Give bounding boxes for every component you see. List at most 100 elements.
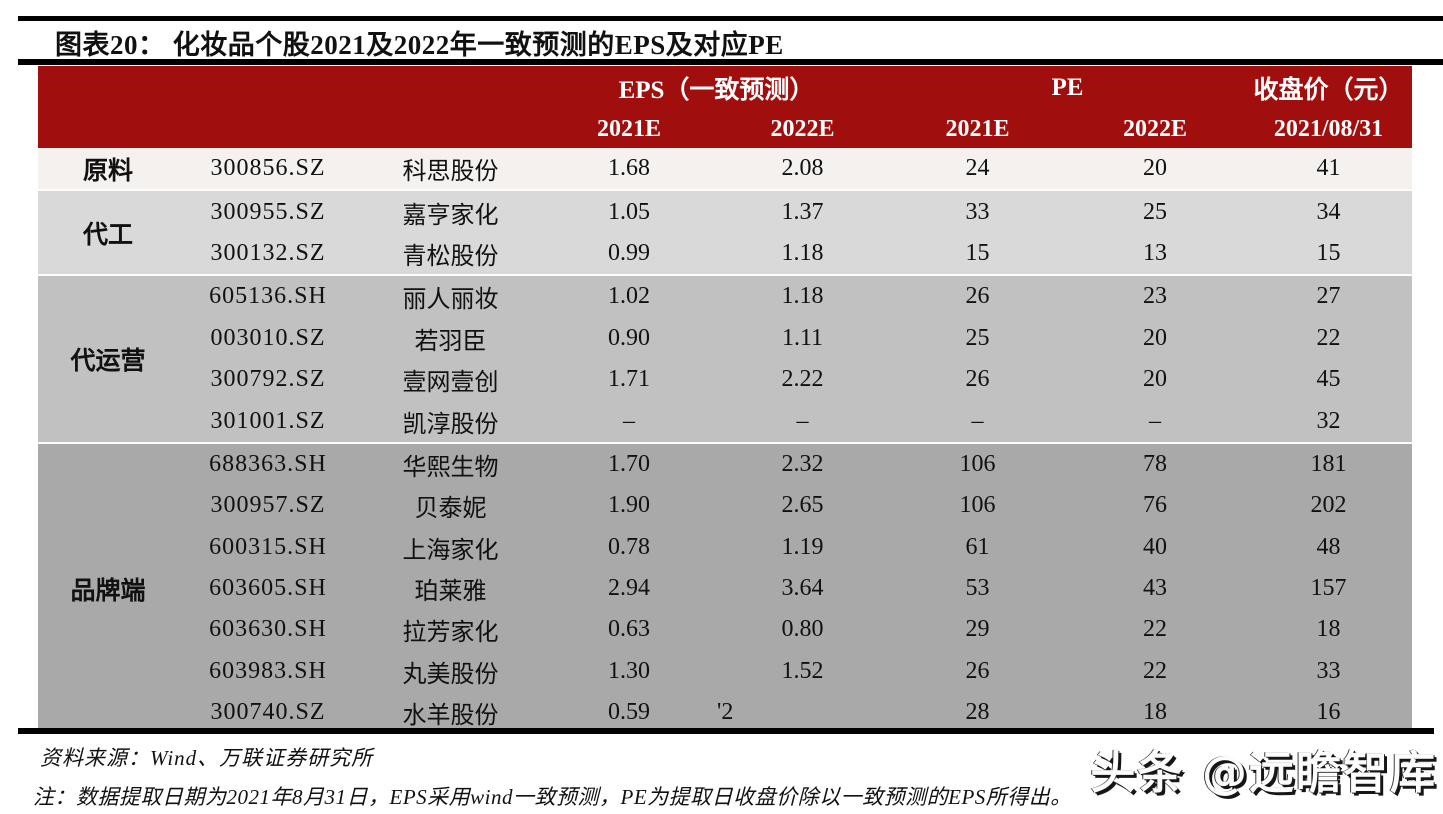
cell-pe-2021e: 26 <box>965 366 990 393</box>
header-group-row: EPS（一致预测） PE 收盘价（元） <box>38 66 1412 110</box>
table-row: 600315.SH 上海家化 0.78 1.19 61 40 48 <box>178 527 1412 568</box>
cell-pe-2021e: 33 <box>965 198 990 225</box>
cell-pe-2022e: – <box>1149 407 1161 434</box>
cell-pe-2022e: 20 <box>1143 324 1167 351</box>
top-rule <box>18 16 1443 21</box>
cell-name: 贝泰妮 <box>414 496 487 523</box>
table-row: 300792.SZ 壹网壹创 1.71 2.22 26 20 45 <box>178 359 1412 400</box>
cell-pe-2022e: 76 <box>1143 492 1167 519</box>
cell-eps-2021e: 1.02 <box>608 283 650 310</box>
cell-pe-2022e: 20 <box>1143 366 1167 393</box>
cell-name: 丽人丽妆 <box>402 287 499 314</box>
figure-title: 图表20： 化妆品个股2021及2022年一致预测的EPS及对应PE <box>55 30 784 60</box>
cell-eps-2022e: – <box>796 407 809 434</box>
cell-close-price: 15 <box>1316 239 1341 266</box>
cell-code: 300856.SZ <box>210 155 326 182</box>
cell-name: 上海家化 <box>402 537 499 564</box>
cell-close-price: 18 <box>1316 616 1341 643</box>
cell-pe-2022e: 43 <box>1143 575 1167 602</box>
cell-eps-2021e: 1.71 <box>608 366 650 393</box>
title-underline-rule <box>18 59 1443 65</box>
cell-code: 603605.SH <box>209 575 327 602</box>
cell-code: 600315.SH <box>209 533 327 560</box>
cell-close-price: 157 <box>1310 575 1347 602</box>
cell-code: 300792.SZ <box>210 366 326 393</box>
header-eps-2022e: 2022E <box>770 115 835 142</box>
source-note: 资料来源：Wind、万联证券研究所 <box>40 746 374 770</box>
header-sub-row: 2021E 2022E 2021E 2022E 2021/08/31 <box>38 110 1412 148</box>
cell-close-price: 33 <box>1316 657 1341 684</box>
cell-pe-2021e: 26 <box>965 657 990 684</box>
cell-close-price: 16 <box>1316 699 1341 726</box>
table-row: 300957.SZ 贝泰妮 1.90 2.65 106 76 202 <box>178 485 1412 526</box>
table-row: 300856.SZ 科思股份 1.68 2.08 24 20 41 <box>178 148 1412 189</box>
cell-eps-2021e: 1.68 <box>608 155 650 182</box>
cell-name: 拉芳家化 <box>402 620 499 647</box>
cell-code: 301001.SZ <box>210 407 326 434</box>
cell-eps-2021e: – <box>623 407 635 434</box>
cell-pe-2022e: 22 <box>1143 616 1167 643</box>
cell-close-price: 181 <box>1310 450 1347 477</box>
cell-close-price: 202 <box>1310 492 1347 519</box>
cell-close-price: 45 <box>1316 366 1341 393</box>
cell-pe-2022e: 40 <box>1143 533 1167 560</box>
header-pe-group: PE <box>1051 74 1084 101</box>
cell-name: 珀莱雅 <box>414 579 487 606</box>
cell-name: 嘉亨家化 <box>402 202 499 229</box>
cell-close-price: 32 <box>1316 407 1341 434</box>
cell-eps-2021e: 0.90 <box>608 324 650 351</box>
cell-eps-2021e: 1.30 <box>608 657 650 684</box>
cell-code: 300957.SZ <box>210 492 326 519</box>
cell-pe-2022e: 22 <box>1143 657 1167 684</box>
forecast-table: EPS（一致预测） PE 收盘价（元） 2021E 2022E 2021E 20… <box>38 66 1412 734</box>
cell-close-price: 27 <box>1316 283 1341 310</box>
table-row: 003010.SZ 若羽臣 0.90 1.11 25 20 22 <box>178 318 1412 359</box>
header-close-group: 收盘价（元） <box>1253 77 1404 104</box>
row-group-2: 代运营 605136.SH 丽人丽妆 1.02 1.18 26 23 27 003010.SZ 若… <box>38 274 1412 442</box>
header-pe-2022e: 2022E <box>1122 115 1187 142</box>
cell-code: 300132.SZ <box>210 239 326 266</box>
cell-eps-2021e: 1.70 <box>608 450 650 477</box>
cell-pe-2022e: 25 <box>1143 198 1167 225</box>
cell-name: 水羊股份 <box>402 703 499 730</box>
cell-eps-2021e: 0.78 <box>608 533 650 560</box>
group-label: 原料 <box>82 157 133 185</box>
cell-eps-2022e: 1.19 <box>781 533 824 560</box>
cell-name: 科思股份 <box>402 159 499 186</box>
cell-pe-2021e: 24 <box>965 155 990 182</box>
cell-code: 300740.SZ <box>210 699 326 726</box>
cell-close-price: 22 <box>1316 324 1341 351</box>
cell-code: 605136.SH <box>209 283 327 310</box>
cell-eps-2022e: 2.32 <box>781 450 824 477</box>
cell-close-price: 34 <box>1316 198 1341 225</box>
cell-code: 688363.SH <box>209 450 327 477</box>
group-label: 代运营 <box>70 347 146 375</box>
cell-eps-2021e: 1.90 <box>608 492 650 519</box>
group-rows: 605136.SH 丽人丽妆 1.02 1.18 26 23 27 003010.SZ 若羽臣 0… <box>178 276 1412 442</box>
table-row: 301001.SZ 凯淳股份 – – – – 32 <box>178 400 1412 441</box>
cell-close-price: 41 <box>1316 155 1341 182</box>
cell-eps-2021e: 0.99 <box>608 239 650 266</box>
cell-pe-2022e: 78 <box>1143 450 1167 477</box>
cell-eps-2022e: 1.52 <box>781 657 824 684</box>
cell-pe-2021e: 28 <box>965 699 990 726</box>
cell-eps-2022e: 0.80 <box>781 616 824 643</box>
footnote: 注：数据提取日期为2021年8月31日，EPS采用wind一致预测，PE为提取日… <box>33 785 1072 809</box>
bottom-rule <box>18 728 1434 734</box>
cell-eps-2022e: 3.64 <box>781 575 824 602</box>
table-row: 603605.SH 珀莱雅 2.94 3.64 53 43 157 <box>178 568 1412 609</box>
cell-pe-2022e: 20 <box>1143 155 1167 182</box>
cell-eps-2022e: 1.37 <box>781 198 824 225</box>
cell-eps-2022e: 1.18 <box>781 239 824 266</box>
cell-eps-2022e: 2.22 <box>781 366 824 393</box>
cell-name: 青松股份 <box>402 243 499 270</box>
cell-pe-2021e: 106 <box>959 492 996 519</box>
group-label: 品牌端 <box>70 577 146 605</box>
cell-code: 003010.SZ <box>210 324 326 351</box>
cell-eps-2022e: '2 <box>717 699 734 726</box>
cell-code: 603983.SH <box>209 657 327 684</box>
cell-eps-2022e: 1.18 <box>781 283 824 310</box>
cell-pe-2021e: 26 <box>965 283 990 310</box>
cell-eps-2021e: 0.63 <box>608 616 650 643</box>
